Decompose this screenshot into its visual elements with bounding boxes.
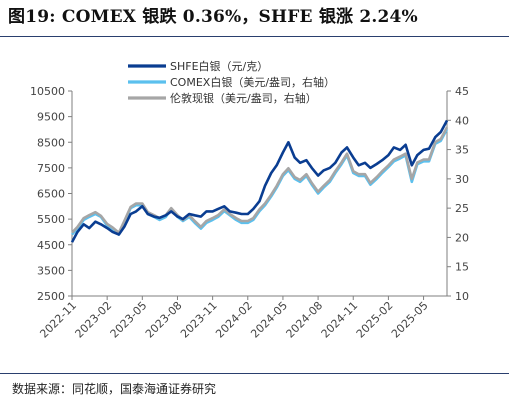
right-tick-label: 15	[455, 261, 469, 274]
x-tick-label: 2024-05	[248, 299, 290, 341]
series-line-3	[71, 126, 449, 234]
series-line-1	[70, 119, 449, 243]
x-tick-label: 2025-05	[389, 299, 431, 341]
left-tick-label: 7500	[37, 162, 65, 175]
chart-legend: SHFE白银（元/克） COMEX白银（美元/盎司，右轴） 伦敦现银（美元/盎司，右…	[128, 59, 335, 105]
source-note: 数据来源：同花顺，国泰海通证券研究	[12, 382, 217, 396]
legend-label-1: SHFE白银（元/克）	[170, 59, 268, 73]
x-tick-label: 2025-02	[354, 299, 396, 341]
x-tick-label: 2024-11	[319, 299, 361, 341]
right-tick-label: 25	[455, 202, 469, 215]
x-tick-label: 2023-08	[143, 299, 185, 341]
left-tick-label: 6500	[37, 188, 65, 201]
left-tick-label: 4500	[37, 239, 65, 252]
figure-title: 图19: COMEX 银跌 0.36%，SHFE 银涨 2.24%	[8, 7, 418, 27]
x-tick-label: 2023-02	[73, 299, 115, 341]
legend-label-2: COMEX白银（美元/盎司，右轴）	[170, 75, 335, 89]
left-tick-label: 8500	[37, 136, 65, 149]
chart-area: 2500 3500 4500 5500 6500 7500 8500 9500 10500 10 1…	[30, 59, 469, 341]
left-tick-label: 5500	[37, 213, 65, 226]
right-tick-label: 35	[455, 144, 469, 157]
right-tick-label: 20	[455, 231, 469, 244]
legend-label-3: 伦敦现银（美元/盎司，右轴）	[170, 91, 317, 105]
right-tick-label: 40	[455, 114, 469, 127]
x-tick-label: 2023-05	[108, 299, 150, 341]
left-tick-label: 2500	[37, 290, 65, 303]
right-tick-label: 30	[455, 173, 469, 186]
left-tick-label: 10500	[30, 85, 65, 98]
series-layer	[70, 119, 449, 243]
right-tick-label: 10	[455, 290, 469, 303]
x-tick-label: 2023-11	[178, 299, 220, 341]
left-tick-label: 9500	[37, 111, 65, 124]
x-tick-label: 2022-11	[37, 299, 79, 341]
title-rule	[0, 36, 509, 37]
x-tick-label: 2024-02	[213, 299, 255, 341]
x-tick-label: 2024-08	[284, 299, 326, 341]
left-tick-label: 3500	[37, 264, 65, 277]
right-tick-label: 45	[455, 85, 469, 98]
source-rule	[0, 373, 509, 374]
